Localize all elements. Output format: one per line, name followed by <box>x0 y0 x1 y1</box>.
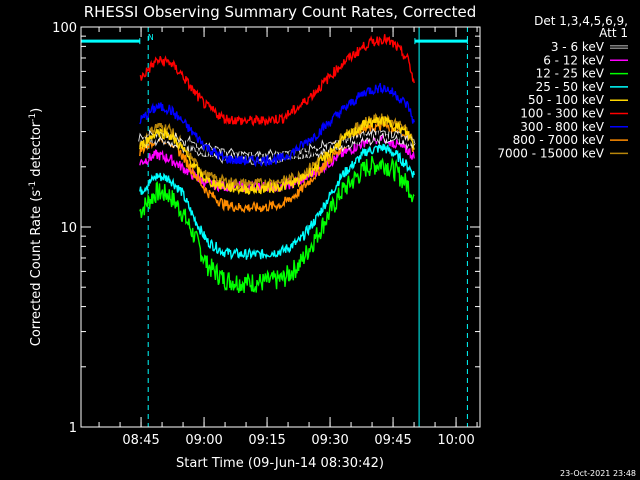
chart-title: RHESSI Observing Summary Count Rates, Co… <box>84 3 477 21</box>
series-line <box>139 116 415 196</box>
x-axis: 08:45 09:00 09:15 09:30 09:45 10:00 <box>98 27 478 448</box>
legend-label: 50 - 100 keV <box>528 93 605 107</box>
y-axis-label-main: Corrected Count Rate (s <box>29 190 44 347</box>
legend-label: 100 - 300 keV <box>520 107 604 121</box>
y-tick-label: 100 <box>52 21 77 36</box>
x-tick-label: 09:00 <box>185 433 222 448</box>
legend-header-attenuator: Att 1 <box>599 26 628 40</box>
series-line <box>139 130 415 164</box>
legend-header-detectors: Det 1,3,4,5,6,9, <box>534 14 628 28</box>
x-axis-label: Start Time (09-Jun-14 08:30:42) <box>176 456 384 471</box>
x-tick-label: 10:00 <box>437 433 474 448</box>
y-axis: 1 10 100 <box>52 21 480 436</box>
y-tick-label: 10 <box>60 221 77 236</box>
y-tick-label: 1 <box>69 421 77 436</box>
x-tick-label: 09:15 <box>248 433 285 448</box>
y-axis-label-sup1: -1 <box>28 181 38 190</box>
x-tick-label: 08:45 <box>122 433 159 448</box>
legend-label: 7000 - 15000 keV <box>497 146 604 160</box>
y-axis-label-end: ) <box>29 108 44 113</box>
x-tick-label: 09:30 <box>311 433 348 448</box>
series-line <box>139 121 415 214</box>
legend-label: 300 - 800 keV <box>520 120 604 134</box>
legend-label: 25 - 50 keV <box>536 80 605 94</box>
series-line <box>139 34 415 127</box>
y-axis-label-sup2: -1 <box>28 113 38 122</box>
legend-label: 6 - 12 keV <box>543 53 605 67</box>
plot-area: N <box>80 27 468 427</box>
y-axis-label: Corrected Count Rate (s-1 detector-1) <box>28 108 44 346</box>
y-axis-label-mid: detector <box>29 121 44 181</box>
series-line <box>139 155 415 294</box>
series-line <box>139 82 415 168</box>
footer-timestamp: 23-Oct-2021 23:48 <box>560 469 636 478</box>
legend-label: 12 - 25 keV <box>536 67 605 81</box>
legend-label: 800 - 7000 keV <box>513 133 605 147</box>
series-line <box>139 143 415 261</box>
flag-label: N <box>148 33 154 42</box>
legend-label: 3 - 6 keV <box>551 40 605 54</box>
x-tick-label: 09:45 <box>374 433 411 448</box>
